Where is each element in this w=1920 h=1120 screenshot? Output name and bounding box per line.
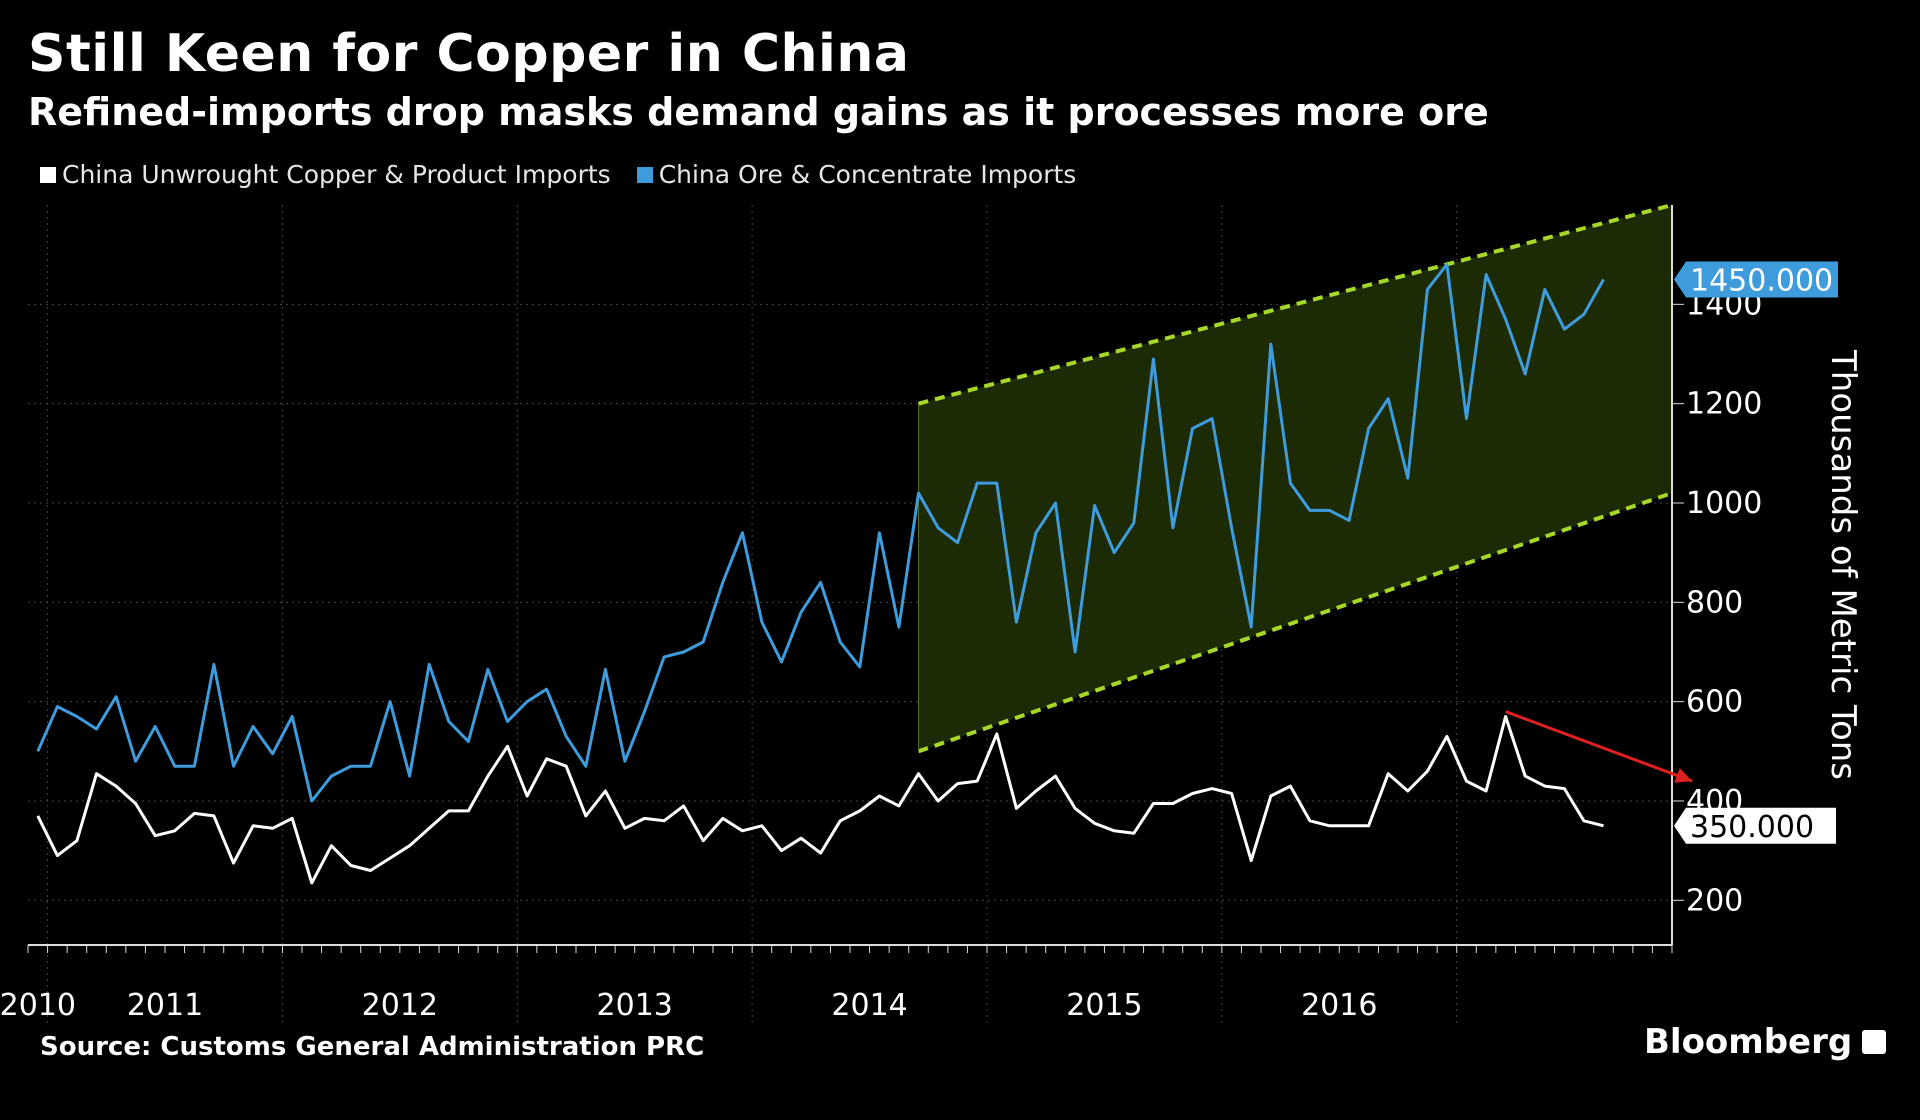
- series-line-ore: [36, 263, 1605, 803]
- legend: China Unwrought Copper & Product Imports…: [40, 160, 1076, 189]
- legend-swatch-unwrought: [40, 166, 56, 183]
- x-tick-label: 2010: [0, 988, 76, 1023]
- terminal-icon: [1862, 1030, 1887, 1054]
- x-tick-label: 2014: [831, 988, 907, 1023]
- last-value-badge-ore: [1674, 261, 1838, 298]
- brand-name: Bloomberg: [1644, 1022, 1853, 1062]
- x-tick-label: 2015: [1066, 988, 1142, 1023]
- chart-subtitle: Refined-imports drop masks demand gains …: [28, 90, 1489, 134]
- chart-title: Still Keen for Copper in China: [28, 24, 910, 84]
- legend-item-ore: China Ore & Concentrate Imports: [636, 160, 1077, 189]
- trend-arrow-line: [1505, 710, 1693, 783]
- legend-item-unwrought: China Unwrought Copper & Product Imports: [40, 160, 611, 189]
- source-note: Source: Customs General Administration P…: [40, 1032, 705, 1062]
- last-value-label-unwrought: 350.000: [1690, 810, 1814, 845]
- channel-upper-line: [917, 203, 1673, 406]
- x-tick-label: 2016: [1301, 988, 1377, 1023]
- trend-channel: [918, 205, 1672, 752]
- trend-arrow-head: [1674, 768, 1693, 783]
- channel-lower-line: [917, 491, 1673, 754]
- brand-logo: Bloomberg: [1644, 1022, 1887, 1062]
- y-tick-label: 600: [1686, 685, 1743, 720]
- last-value-badge-unwrought: [1674, 807, 1836, 844]
- x-tick-label: 2011: [127, 988, 203, 1023]
- last-value-label-ore: 1450.000: [1690, 263, 1833, 298]
- legend-swatch-ore: [636, 166, 653, 183]
- y-tick-label: 1200: [1686, 387, 1762, 422]
- x-tick-label: 2012: [362, 988, 438, 1023]
- x-tick-label: 2013: [597, 988, 673, 1023]
- y-axis-title: Thousands of Metric Tons: [1823, 349, 1863, 780]
- y-tick-label: 200: [1686, 883, 1743, 918]
- legend-label-unwrought: China Unwrought Copper & Product Imports: [62, 160, 611, 189]
- y-tick-label: 1000: [1686, 486, 1762, 521]
- y-tick-label: 800: [1686, 585, 1743, 620]
- series-line-unwrought: [36, 715, 1604, 885]
- legend-label-ore: China Ore & Concentrate Imports: [658, 160, 1077, 189]
